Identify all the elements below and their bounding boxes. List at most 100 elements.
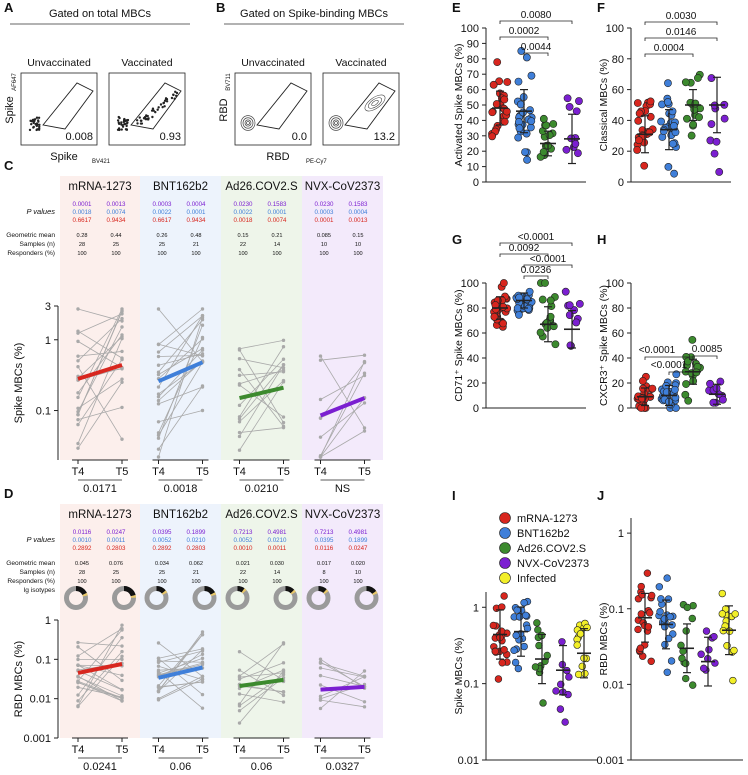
flow-event-gated — [147, 118, 150, 121]
subject-line-d — [77, 628, 123, 657]
subject-point-t4-d — [237, 668, 242, 672]
y-tick-label-d-1: 0.1 — [36, 654, 51, 666]
subject-point-t5-d — [200, 674, 205, 678]
data-point-i-1 — [520, 642, 528, 651]
subject-line-c — [77, 330, 123, 359]
sig-bracket-g-2 — [523, 264, 573, 268]
subject-point-t5-d — [281, 700, 286, 704]
sig-label-g-3: 0.0236 — [521, 265, 552, 276]
data-point-i-4 — [573, 641, 581, 649]
data-point-g-3 — [572, 318, 581, 327]
stat-label-d-3: 0.0327 — [326, 761, 360, 773]
y-tick-label-j-1: 0.01 — [603, 679, 624, 691]
data-point-f-1 — [657, 117, 665, 126]
x-tick-label-c-3-0: T4 — [314, 466, 327, 478]
stat-c-3-1b: 10 — [355, 242, 361, 248]
sig-bracket-f-1 — [644, 37, 718, 41]
data-point-i-0 — [494, 675, 503, 683]
pval-d-3-2b: 0.0247 — [349, 545, 368, 552]
y-axis-title-h: CXCR3⁺ Spike MBCs (%) — [598, 285, 610, 406]
subject-point-t4-d — [318, 657, 323, 661]
y-tick-label-e-0: 0 — [473, 177, 479, 189]
flow-plot-label-b-1: Vaccinated — [335, 57, 386, 69]
data-point-i-1 — [520, 598, 528, 607]
subject-line-c — [158, 315, 203, 388]
subject-point-t4-c — [156, 402, 161, 406]
data-point-j-4 — [718, 589, 727, 598]
flow-y-label-a: Spike — [4, 96, 16, 124]
data-point-i-4 — [583, 623, 591, 632]
subject-point-t4-c — [156, 370, 161, 374]
subject-point-t5-d — [281, 689, 286, 694]
stat-c-2-1b: 14 — [274, 242, 280, 248]
subject-point-t5-d — [120, 635, 124, 640]
data-point-g-1 — [525, 287, 534, 296]
flow-event-gated — [151, 107, 155, 110]
flow-event — [117, 122, 121, 126]
subject-line-d — [239, 677, 284, 712]
sig-bracket-e-1 — [499, 36, 549, 40]
flow-event — [32, 121, 35, 125]
data-point-j-2 — [678, 654, 686, 663]
pval-d-2-2b: 0.0011 — [268, 545, 287, 552]
pval-d-1-0a: 0.0395 — [153, 529, 172, 536]
stat-d-0-2a: 100 — [77, 579, 86, 585]
pval-d-0-2b: 0.2803 — [107, 545, 126, 552]
isotype-donut-igg — [237, 586, 245, 593]
stat-d-3-1b: 10 — [355, 570, 361, 576]
pval-d-1-1b: 0.0210 — [187, 537, 206, 544]
row-label-d-1: Geometric mean — [6, 560, 55, 567]
flow-event — [30, 122, 33, 126]
pval-d-0-0b: 0.0247 — [107, 529, 126, 536]
data-point-f-1 — [663, 98, 672, 106]
subject-line-c — [239, 346, 284, 417]
data-point-e-0 — [488, 108, 497, 117]
stat-d-3-0b: 0.020 — [351, 561, 365, 567]
data-point-g-0 — [490, 312, 499, 321]
subject-point-t4-c — [76, 354, 80, 358]
subject-line-d — [239, 693, 284, 703]
flow-contour-b-0-1 — [242, 117, 254, 129]
subject-line-c — [77, 308, 123, 322]
panel-letter-e: E — [452, 0, 461, 15]
data-point-e-0 — [493, 58, 502, 67]
data-point-g-2 — [541, 279, 549, 287]
flow-event-gated — [161, 105, 164, 109]
geomean-line-c-3 — [319, 396, 366, 418]
group-title-c-0: mRNA-1273 — [68, 181, 131, 193]
panel-letter-f: F — [597, 0, 605, 15]
subject-line-c — [239, 369, 284, 427]
data-point-i-3 — [558, 638, 566, 646]
flow-plot-value-b-0: 0.0 — [292, 131, 307, 143]
data-point-j-1 — [663, 668, 671, 676]
subject-line-c — [77, 341, 123, 368]
flow-event — [120, 128, 123, 131]
isotype-donut-igg — [366, 586, 377, 595]
row-label-d-3: Responders (%) — [7, 578, 55, 585]
isotype-donut-igg — [318, 586, 327, 594]
y-tick-label-h-1: 20 — [612, 378, 624, 390]
stat-c-0-1b: 25 — [113, 242, 119, 248]
data-point-i-3 — [556, 705, 565, 713]
subject-point-t5-c — [200, 385, 205, 389]
flow-event — [35, 128, 38, 132]
panel-letter-j: J — [597, 488, 604, 503]
panel-letter-g: G — [452, 232, 462, 247]
stat-c-3-2a: 100 — [319, 251, 328, 257]
subject-point-t5-c — [281, 415, 286, 419]
data-point-i-0 — [500, 592, 508, 600]
data-point-g-2 — [551, 340, 560, 349]
flow-plot-frame-a-0 — [20, 72, 98, 146]
stat-d-2-0b: 0.030 — [270, 561, 284, 567]
pval-c-1-1a: 0.0022 — [153, 209, 172, 216]
data-point-f-0 — [646, 97, 655, 106]
stat-c-2-2b: 100 — [272, 251, 281, 257]
subject-line-d — [77, 675, 123, 702]
subject-line-c — [320, 430, 365, 458]
subject-point-t5-c — [200, 318, 205, 322]
x-tick-label-d-0-0: T4 — [72, 744, 85, 756]
stat-c-2-0b: 0.21 — [272, 233, 283, 239]
stat-c-3-1a: 10 — [321, 242, 327, 248]
row-label-d-0: P values — [27, 535, 56, 544]
group-bg-c-1 — [140, 176, 221, 460]
